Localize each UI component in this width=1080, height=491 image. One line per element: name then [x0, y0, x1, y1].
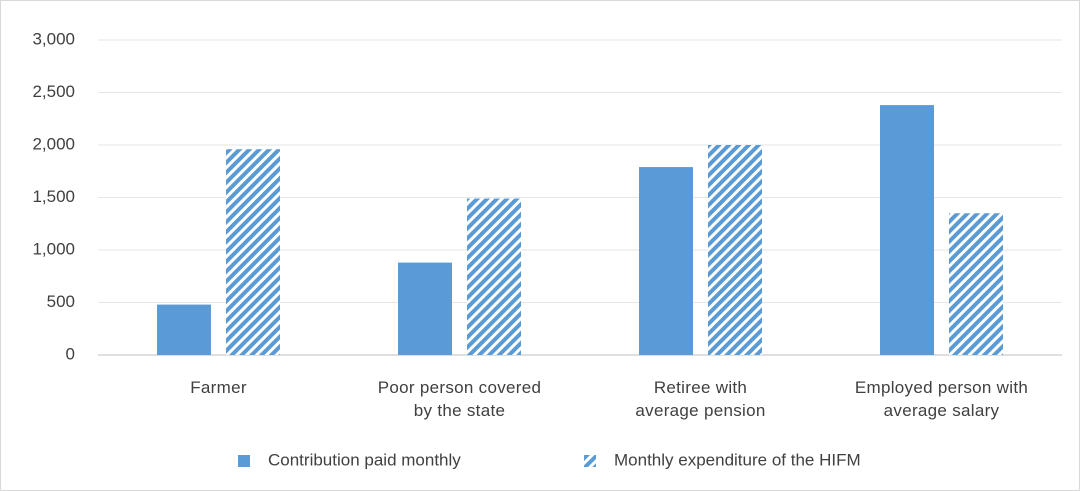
- bar: [708, 145, 762, 355]
- x-tick-label: Farmer: [190, 378, 247, 397]
- y-tick-label: 1,000: [32, 239, 75, 258]
- y-tick-label: 2,000: [32, 134, 75, 153]
- bar: [157, 304, 211, 355]
- y-tick-label: 3,000: [32, 29, 75, 48]
- x-tick-label: Employed person with average salary: [854, 378, 1029, 420]
- legend-label: Contribution paid monthly: [268, 450, 461, 469]
- legend-label: Monthly expenditure of the HIFM: [614, 450, 861, 469]
- bar: [880, 105, 934, 355]
- y-tick-label: 0: [66, 344, 75, 363]
- y-tick-label: 500: [47, 292, 75, 311]
- legend-swatch: [584, 455, 596, 467]
- y-tick-label: 1,500: [32, 187, 75, 206]
- y-tick-label: 2,500: [32, 82, 75, 101]
- bar: [639, 167, 693, 355]
- bar: [226, 149, 280, 355]
- x-tick-label: Poor person covered by the state: [377, 378, 542, 420]
- bar: [398, 262, 452, 355]
- x-tick-label: Retiree with average pension: [635, 378, 766, 420]
- bar: [467, 198, 521, 355]
- legend-swatch: [238, 455, 250, 467]
- bar: [949, 213, 1003, 355]
